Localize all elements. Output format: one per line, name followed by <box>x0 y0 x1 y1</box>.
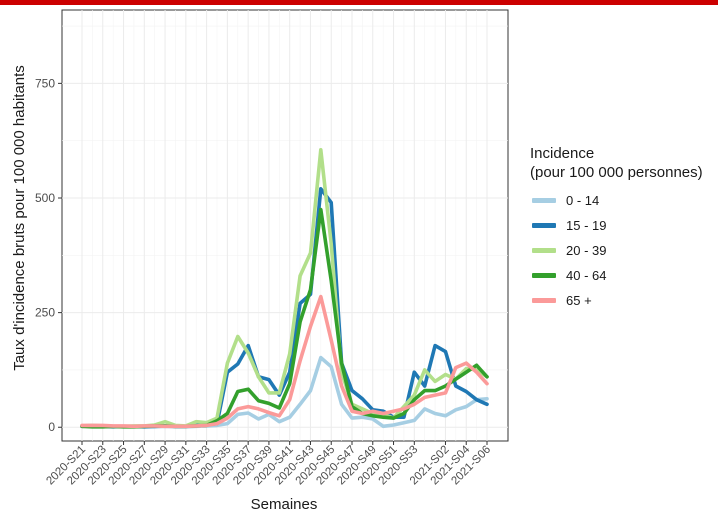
y-tick-label: 750 <box>35 76 55 90</box>
legend-label-15-19: 15 - 19 <box>566 218 607 233</box>
top-accent-bar <box>0 0 718 5</box>
legend-item-65-plus: 65 + <box>530 288 703 313</box>
y-axis-label: Taux d'incidence bruts pour 100 000 habi… <box>11 65 28 371</box>
legend-key-65-plus <box>532 298 556 303</box>
legend-label-20-39: 20 - 39 <box>566 243 607 258</box>
legend-label-40-64: 40 - 64 <box>566 268 607 283</box>
legend: Incidence (pour 100 000 personnes) 0 - 1… <box>530 144 703 313</box>
legend-key-40-64 <box>532 273 556 278</box>
legend-label-65-plus: 65 + <box>566 293 592 308</box>
legend-key-15-19 <box>532 223 556 228</box>
legend-key-20-39 <box>532 248 556 253</box>
legend-label-0-14: 0 - 14 <box>566 193 600 208</box>
series-lines <box>80 148 489 429</box>
x-axis-label: Semaines <box>251 496 318 513</box>
legend-item-20-39: 20 - 39 <box>530 238 703 263</box>
legend-title-line2: (pour 100 000 personnes) <box>530 164 703 181</box>
series-line-65 <box>80 294 489 429</box>
legend-title-line1: Incidence <box>530 145 595 162</box>
x-axis: 2020-S212020-S232020-S252020-S272020-S29… <box>44 441 493 487</box>
y-tick-label: 500 <box>35 191 55 205</box>
legend-key-0-14 <box>532 198 556 203</box>
y-tick-label: 0 <box>48 420 55 434</box>
y-axis: 0 250 500 750 <box>35 76 62 434</box>
legend-item-15-19: 15 - 19 <box>530 213 703 238</box>
legend-item-0-14: 0 - 14 <box>530 188 703 213</box>
legend-item-40-64: 40 - 64 <box>530 263 703 288</box>
y-tick-label: 250 <box>35 306 55 320</box>
major-gridlines <box>62 10 508 441</box>
